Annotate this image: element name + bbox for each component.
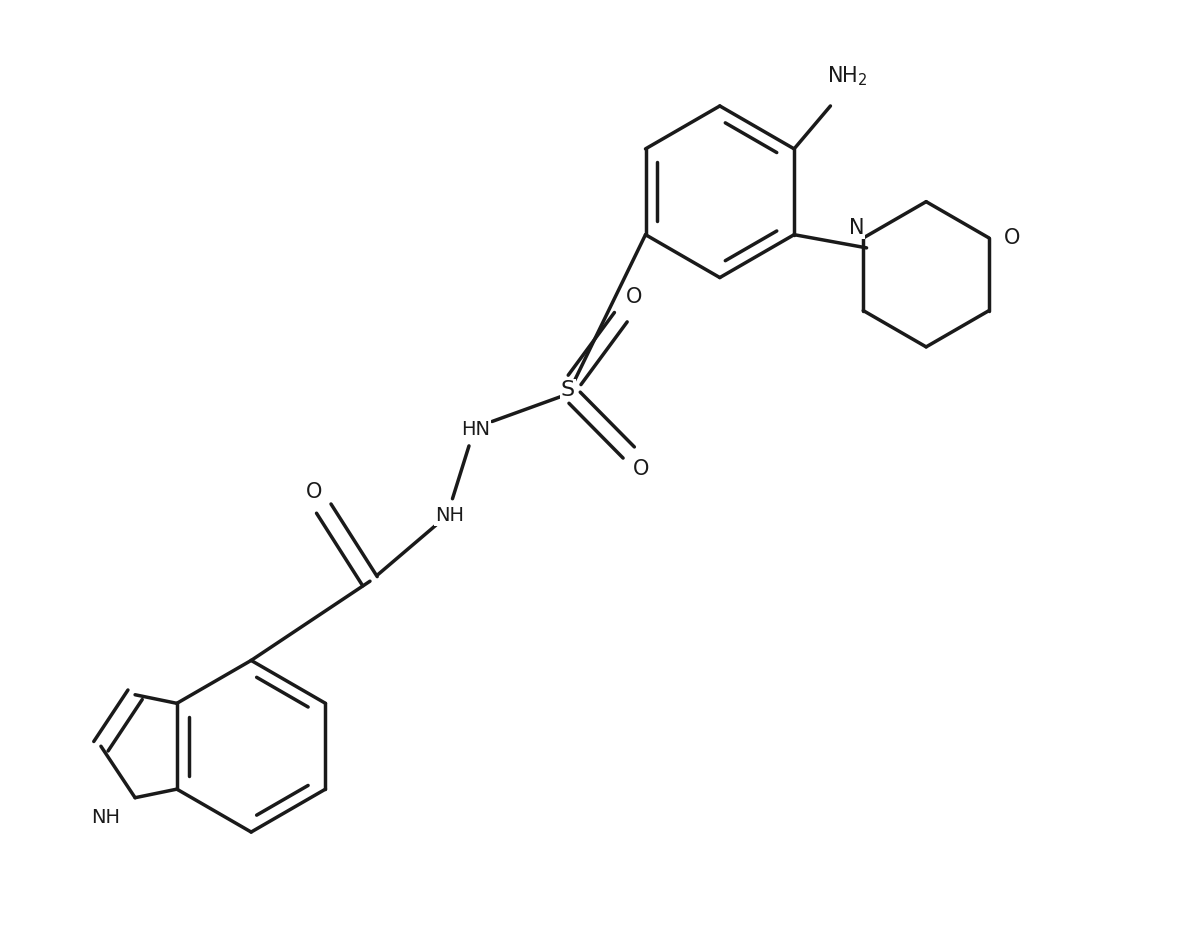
Text: O: O xyxy=(626,287,642,308)
Text: O: O xyxy=(1004,228,1020,248)
Text: NH: NH xyxy=(435,506,464,524)
Text: NH: NH xyxy=(91,808,120,827)
Text: N: N xyxy=(849,218,864,238)
Text: HN: HN xyxy=(462,420,490,439)
Text: S: S xyxy=(561,380,575,400)
Text: O: O xyxy=(305,482,322,502)
Text: O: O xyxy=(632,459,649,479)
Text: NH$_2$: NH$_2$ xyxy=(827,65,868,88)
